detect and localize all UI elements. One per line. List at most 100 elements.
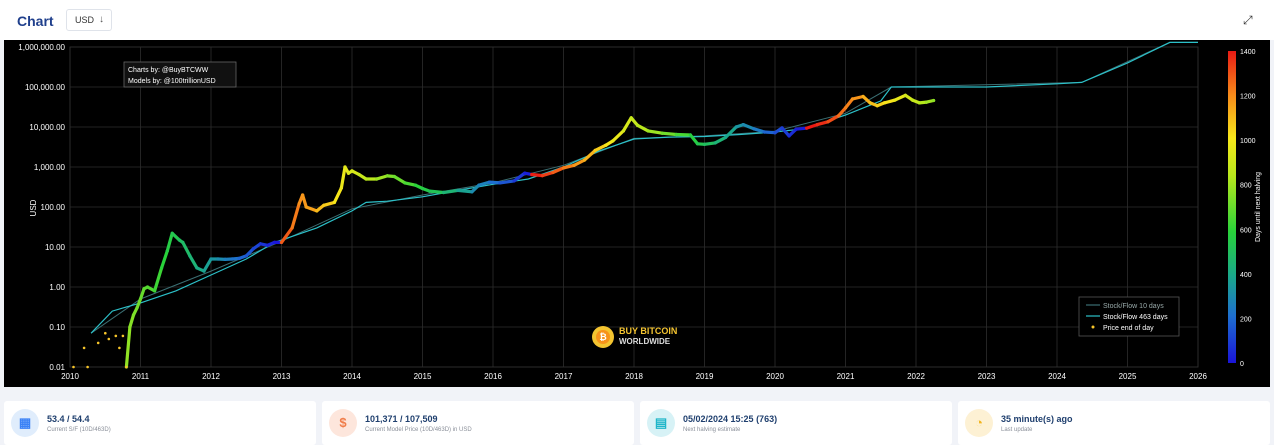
x-axis-ticks: 2010 2011 2012 2013 2014 2015 2016 2017 2018 2019…	[61, 372, 1207, 381]
price-point	[131, 313, 136, 317]
price-point	[392, 174, 396, 179]
stat-card: ▦ 53.4 / 54.4 Current S/F (10D/463D)	[4, 401, 316, 445]
legend: Stock/Flow 10 days Stock/Flow 463 days P…	[1078, 296, 1180, 337]
price-segment	[403, 181, 418, 187]
price-point	[903, 93, 908, 97]
price-point	[170, 231, 174, 235]
price-point	[611, 139, 615, 143]
price-point	[805, 126, 809, 130]
price-point	[301, 193, 305, 197]
price-point	[216, 257, 220, 261]
price-segment	[805, 122, 819, 130]
price-point	[322, 203, 326, 207]
price-point	[346, 171, 351, 175]
price-point	[272, 240, 277, 244]
x-tick-label: 2026	[1189, 372, 1207, 381]
price-point	[125, 365, 128, 369]
price-point	[498, 181, 502, 185]
price-point	[470, 190, 474, 194]
price-point	[350, 169, 354, 173]
price-point	[160, 266, 164, 270]
price-point	[188, 254, 192, 258]
grid	[69, 46, 1199, 368]
price-point	[540, 174, 545, 178]
price-segment	[893, 93, 908, 102]
price-point	[427, 189, 432, 193]
y-axis-ticks: 0.01 0.10 1.00 10.00 100.00 1,000.00 10,000.00…	[18, 43, 65, 372]
price-point	[121, 334, 125, 338]
y-tick-label: 1,000,000.00	[18, 43, 65, 52]
price-segment	[540, 170, 555, 178]
price-segment	[593, 143, 608, 153]
price-segment	[752, 127, 767, 134]
x-tick-label: 2010	[61, 372, 79, 381]
price-point	[456, 188, 460, 192]
y-axis-label: USD	[29, 199, 38, 216]
price-point	[593, 148, 597, 152]
price-point	[385, 174, 389, 178]
price-segment	[332, 186, 343, 204]
price-point	[265, 243, 269, 247]
x-tick-label: 2022	[907, 372, 925, 381]
price-point	[773, 131, 777, 135]
price-point	[850, 97, 855, 101]
price-segment	[512, 171, 527, 183]
price-point	[403, 181, 407, 185]
price-segment	[762, 130, 777, 135]
price-point	[925, 100, 929, 104]
price-point	[512, 179, 516, 183]
stat-value: 05/02/2024 15:25 (763)	[683, 414, 778, 424]
price-segment	[202, 257, 213, 273]
header-bar: Chart USD ↓ ⤢	[0, 0, 1274, 40]
price-segment	[723, 125, 738, 140]
colorbar-gradient	[1228, 51, 1236, 363]
price-point	[875, 104, 879, 108]
price-point	[530, 172, 534, 177]
colorbar-tick-label: 600	[1240, 227, 1252, 234]
x-tick-label: 2014	[343, 372, 361, 381]
currency-select[interactable]: USD ↓	[66, 9, 112, 31]
expand-icon[interactable]: ⤢	[1243, 13, 1253, 27]
price-segment	[304, 205, 319, 213]
price-point	[780, 126, 784, 130]
price-segment	[843, 97, 855, 110]
price-segment	[551, 166, 566, 175]
colorbar-tick-label: 200	[1240, 316, 1252, 323]
x-tick-label: 2018	[625, 372, 643, 381]
price-point	[702, 142, 707, 146]
price-point	[762, 130, 767, 134]
watermark-line-2: WORLDWIDE	[619, 337, 671, 346]
price-segment	[582, 148, 597, 162]
watermark-line-1: BUY BITCOIN	[619, 326, 677, 336]
price-point	[135, 306, 139, 310]
price-point	[195, 266, 199, 270]
svg-text:₿: ₿	[599, 332, 606, 342]
price-point	[114, 334, 118, 338]
price-point	[477, 183, 481, 187]
price-point	[142, 287, 146, 291]
price-point	[202, 269, 206, 273]
price-point	[868, 101, 872, 105]
price-segment	[787, 127, 798, 138]
price-segment	[160, 249, 169, 270]
price-segment	[392, 174, 407, 185]
price-segment	[561, 163, 576, 170]
price-segment	[456, 188, 474, 194]
price-point	[646, 129, 650, 133]
page-title: Chart	[17, 13, 54, 29]
series-stock-flow-463-days	[90, 41, 1198, 334]
price-segment	[375, 174, 389, 181]
price-point	[713, 141, 717, 145]
price-point	[442, 190, 446, 195]
y-tick-label: 0.01	[49, 363, 65, 372]
price-point	[487, 180, 492, 184]
price-point	[815, 123, 819, 127]
price-segment	[850, 94, 865, 101]
price-point	[629, 116, 633, 120]
series-layer	[72, 41, 1198, 369]
legend-entry-sf10: Stock/Flow 10 days	[1103, 303, 1164, 310]
stat-value: 101,371 / 107,509	[365, 414, 438, 424]
price-point	[660, 131, 664, 135]
price-segment	[741, 122, 756, 131]
y-tick-label: 10.00	[45, 243, 66, 252]
